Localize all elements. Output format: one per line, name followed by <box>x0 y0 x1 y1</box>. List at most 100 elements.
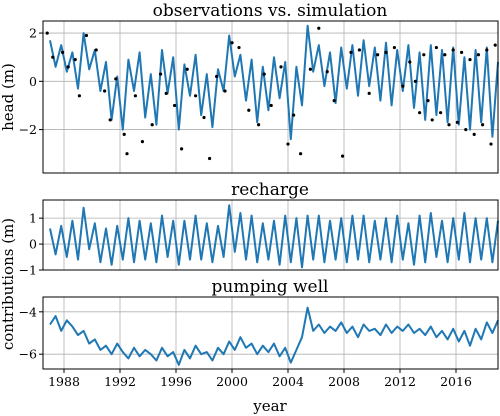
observation-point <box>439 111 443 115</box>
y-tick-label: −6 <box>19 347 37 362</box>
series-line <box>49 306 499 366</box>
panel-pumping-well-frame <box>42 296 499 370</box>
observation-point <box>94 48 98 52</box>
observation-point <box>299 152 303 156</box>
panel-pumping-well: pumping well −6 −4 1988 1992 1996 2000 2004 20… <box>19 277 499 415</box>
observation-point <box>413 79 417 83</box>
observation-point <box>455 120 459 124</box>
observation-point <box>460 50 464 54</box>
series-line <box>49 24 499 141</box>
observation-point <box>472 132 476 136</box>
observation-point <box>84 33 88 38</box>
observation-point <box>447 123 451 127</box>
x-axis-ticks: 1988 1992 1996 2000 2004 2008 2012 2016 <box>48 369 472 389</box>
panel-observations-yticks: −2 0 2 <box>19 26 43 137</box>
observation-point <box>45 31 49 35</box>
observation-point <box>215 74 219 79</box>
observation-point <box>464 127 468 132</box>
y-tick-label: 1 <box>29 211 37 226</box>
panel-title-observations: observations vs. simulation <box>153 1 388 21</box>
observation-point <box>476 53 480 57</box>
x-tick-label: 2012 <box>384 374 416 389</box>
observation-point <box>180 147 184 151</box>
panel-observations-marks <box>45 24 499 161</box>
panel-observations-ylabel: head (m) <box>0 63 17 131</box>
observation-point <box>286 142 290 146</box>
observation-point <box>103 89 107 93</box>
observation-point <box>392 45 396 50</box>
observation-point <box>202 115 206 120</box>
observation-point <box>308 67 312 71</box>
y-tick-label: 0 <box>29 237 37 252</box>
observation-point <box>468 58 472 62</box>
observation-point <box>279 65 283 69</box>
observation-point <box>426 99 430 103</box>
observation-point <box>230 41 234 45</box>
observation-point <box>114 77 118 81</box>
observation-point <box>384 50 388 54</box>
observation-point <box>485 48 489 52</box>
observation-point <box>208 156 212 161</box>
observation-point <box>401 84 405 88</box>
observation-point <box>133 94 137 98</box>
x-tick-label: 1996 <box>160 374 192 389</box>
observation-point <box>108 118 112 122</box>
observation-point <box>408 60 412 64</box>
x-axis-label: year <box>252 397 287 415</box>
observation-point <box>164 91 168 95</box>
panel-pumping-well-marks <box>49 306 499 366</box>
y-tick-label: −1 <box>19 263 37 278</box>
observation-point <box>489 142 493 146</box>
observation-point <box>349 50 353 54</box>
observation-point <box>140 140 144 144</box>
observation-point <box>257 123 261 127</box>
observation-point <box>269 103 273 108</box>
observation-point <box>247 108 251 112</box>
observation-point <box>418 111 422 115</box>
x-tick-label: 2008 <box>328 374 360 389</box>
observation-point <box>185 67 189 71</box>
panel-pumping-well-yticks: −6 −4 <box>19 304 43 362</box>
panel-recharge: recharge −1 0 1 <box>19 180 499 278</box>
y-tick-label: 0 <box>29 74 37 89</box>
observation-point <box>367 91 371 95</box>
observation-point <box>341 154 345 158</box>
observation-point <box>317 26 321 30</box>
observation-point <box>173 103 177 108</box>
observation-point <box>66 65 70 69</box>
x-tick-label: 1992 <box>104 374 136 389</box>
observation-point <box>77 94 81 98</box>
observation-point <box>434 45 438 50</box>
observation-point <box>443 53 447 57</box>
observation-point <box>292 113 296 117</box>
series-line <box>49 204 499 269</box>
observation-point <box>262 72 266 76</box>
panel-recharge-marks <box>49 204 499 269</box>
observation-point <box>422 53 426 57</box>
observation-point <box>159 72 163 76</box>
observation-point <box>451 48 455 52</box>
observation-point <box>325 70 329 74</box>
shared-ylabel-contributions: contributions (m) <box>0 218 17 350</box>
observation-point <box>122 132 126 136</box>
y-tick-label: −4 <box>19 304 37 319</box>
observation-point <box>430 118 434 122</box>
x-tick-label: 1988 <box>48 374 80 389</box>
observation-point <box>125 152 129 156</box>
y-tick-label: −2 <box>19 122 37 137</box>
observation-point <box>150 123 154 127</box>
observation-point <box>376 53 380 57</box>
x-tick-label: 2004 <box>272 374 304 389</box>
panel-pumping-well-grid <box>43 297 498 369</box>
observation-point <box>51 55 55 59</box>
x-tick-label: 2000 <box>216 374 248 389</box>
y-tick-label: 2 <box>29 26 37 41</box>
observation-point <box>481 123 485 127</box>
observation-point <box>332 99 336 103</box>
observation-point <box>357 48 361 52</box>
panel-observations: observations vs. simulation −2 0 2 head (m… <box>0 1 499 174</box>
observation-point <box>61 50 65 54</box>
observation-point <box>237 45 241 50</box>
panel-observations-frame <box>42 20 499 174</box>
